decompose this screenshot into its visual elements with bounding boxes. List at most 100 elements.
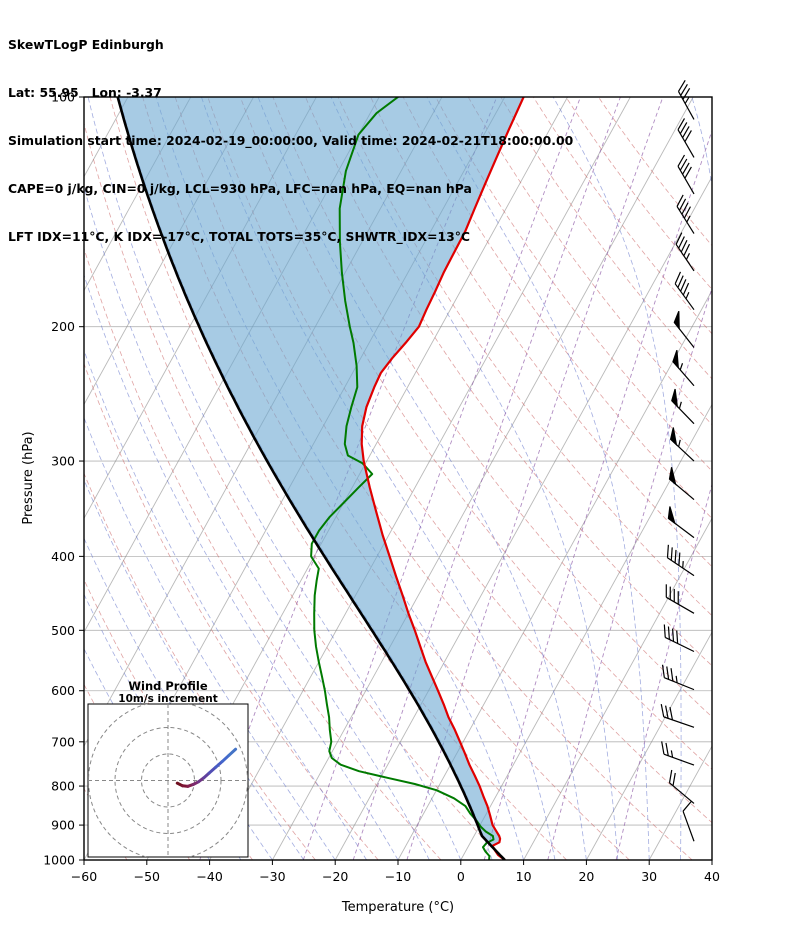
dry-adiabat-line bbox=[272, 97, 712, 718]
wind-barb-full bbox=[682, 126, 690, 138]
page-title: SkewTLogP Edinburgh bbox=[8, 37, 164, 52]
dry-adiabat-line bbox=[84, 247, 442, 860]
wind-barb-full bbox=[678, 236, 685, 249]
wind-barb-flag bbox=[671, 388, 679, 409]
mixing-ratio-line bbox=[547, 286, 712, 860]
wind-barb-staff bbox=[665, 596, 695, 614]
hodograph-trace-segment bbox=[220, 753, 231, 763]
wind-barb-half bbox=[675, 675, 678, 683]
wind-barb-full bbox=[678, 552, 681, 566]
x-tick-label: −40 bbox=[196, 869, 222, 884]
wind-barb-full bbox=[682, 800, 692, 812]
x-tick-label: 40 bbox=[704, 869, 720, 884]
x-tick-label: −50 bbox=[134, 869, 160, 884]
isotherm-line bbox=[397, 289, 712, 860]
wind-barb-full bbox=[676, 194, 684, 207]
hodograph-content bbox=[88, 704, 248, 857]
wind-barb-full bbox=[670, 547, 673, 561]
moist-adiabat-line bbox=[426, 97, 650, 860]
wind-barb-staff bbox=[675, 244, 695, 272]
temperature-curve bbox=[360, 97, 525, 860]
x-tick-label: 30 bbox=[641, 869, 657, 884]
x-tick-label: −10 bbox=[385, 869, 411, 884]
x-tick-label: −60 bbox=[71, 869, 97, 884]
y-tick-label: 1000 bbox=[43, 853, 75, 868]
wind-barb-full bbox=[668, 769, 673, 783]
y-tick-label: 400 bbox=[51, 549, 75, 564]
y-tick-label: 900 bbox=[51, 818, 75, 833]
wind-barb-half bbox=[685, 292, 690, 299]
wind-barb-staff bbox=[663, 716, 695, 728]
wind-barb-staff bbox=[676, 206, 695, 234]
wind-barb-staff bbox=[664, 636, 695, 653]
moist-adiabat-line bbox=[87, 97, 462, 860]
wind-barb-half bbox=[679, 363, 684, 371]
wind-barb-full bbox=[678, 198, 687, 211]
negative-area-shading bbox=[117, 97, 524, 860]
wind-barb-full bbox=[677, 154, 686, 167]
y-tick-label: 600 bbox=[51, 683, 75, 698]
y-axis-label: Pressure (hPa) bbox=[21, 431, 36, 524]
wind-barb-staff bbox=[664, 677, 695, 691]
wind-barb-staff bbox=[674, 283, 695, 311]
wind-barb-half bbox=[684, 97, 690, 104]
wind-barb-full bbox=[670, 668, 674, 682]
times-line: Simulation start time: 2024-02-19_00:00:… bbox=[8, 133, 574, 148]
wind-barb-full bbox=[677, 275, 684, 288]
location-line: Lat: 55.95 Lon: -3.37 bbox=[8, 85, 162, 100]
hodograph-subtitle: 10m/s increment bbox=[118, 693, 217, 705]
moist-adiabat-line bbox=[84, 416, 336, 860]
wind-barb-half bbox=[685, 253, 691, 260]
wind-barb-full bbox=[665, 705, 669, 719]
wind-barb-full bbox=[661, 741, 665, 755]
y-tick-label: 700 bbox=[51, 734, 75, 749]
x-tick-label: −30 bbox=[259, 869, 285, 884]
dry-adiabat-line bbox=[84, 362, 379, 860]
wind-barb-full bbox=[674, 549, 677, 563]
dry-adiabat-line bbox=[84, 121, 505, 860]
wind-barb-full bbox=[660, 704, 665, 717]
header-block: SkewTLogP Edinburgh Lat: 55.95 Lon: -3.3… bbox=[8, 5, 573, 261]
wind-barb-full bbox=[680, 279, 687, 292]
wind-barb-flag bbox=[673, 310, 680, 331]
isotherm-line bbox=[334, 175, 712, 860]
wind-barb-full bbox=[680, 240, 688, 253]
wind-barb-full bbox=[677, 118, 686, 131]
isotherm-line bbox=[523, 517, 712, 860]
isotherm-line bbox=[84, 97, 192, 292]
wind-barb-full bbox=[680, 84, 688, 96]
wind-barb-half bbox=[678, 439, 681, 447]
wind-barb-full bbox=[681, 202, 689, 215]
wind-barb-half bbox=[678, 401, 682, 409]
wind-barb-full bbox=[663, 624, 666, 638]
wind-barb-full bbox=[682, 282, 690, 296]
mixing-ratio-line bbox=[615, 482, 712, 860]
wind-barb-half bbox=[670, 750, 674, 758]
dry-adiabat-line bbox=[598, 97, 712, 247]
wind-barb-staff bbox=[677, 165, 695, 195]
wind-barb-half bbox=[686, 215, 691, 223]
wind-barb-full bbox=[665, 742, 669, 756]
y-tick-label: 800 bbox=[51, 779, 75, 794]
wind-barb-full bbox=[676, 630, 679, 644]
wind-barb-full bbox=[682, 88, 691, 100]
wind-barb-full bbox=[672, 772, 676, 786]
y-tick-label: 100 bbox=[51, 90, 75, 105]
wind-barb-staff bbox=[677, 129, 695, 158]
wind-barb-flag bbox=[669, 427, 678, 447]
mixing-ratio-line bbox=[302, 97, 581, 860]
x-tick-label: −20 bbox=[322, 869, 348, 884]
wind-barb-full bbox=[675, 232, 683, 245]
wind-barb-staff bbox=[667, 557, 695, 577]
wind-barb-full bbox=[667, 626, 670, 640]
wind-barb-full bbox=[661, 664, 665, 678]
wind-barb-full bbox=[669, 706, 674, 720]
wind-barb-staff bbox=[663, 753, 695, 766]
wind-barb-flag bbox=[668, 467, 677, 486]
dry-adiabat-line bbox=[207, 97, 712, 824]
moist-adiabat-line bbox=[84, 349, 367, 860]
x-axis-label: Temperature (°C) bbox=[341, 900, 454, 915]
wind-barb-full bbox=[682, 162, 690, 175]
hodograph-title: Wind Profile bbox=[128, 679, 208, 693]
